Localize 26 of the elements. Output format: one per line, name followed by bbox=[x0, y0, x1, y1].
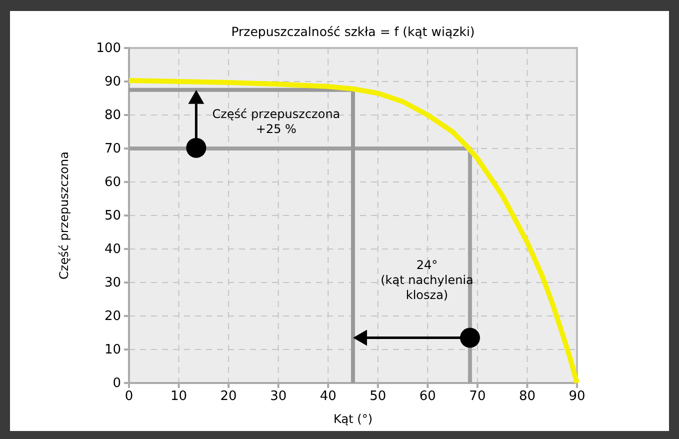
y-tick-label: 100 bbox=[96, 41, 121, 56]
chart-title: Przepuszczalność szkła = f (kąt wiązki) bbox=[231, 24, 475, 39]
x-axis-title: Kąt (°) bbox=[333, 412, 373, 426]
x-tick-label: 50 bbox=[370, 389, 386, 404]
x-tick-label: 80 bbox=[518, 389, 536, 404]
annotation: 24° (kąt nachylenia klosza) bbox=[380, 258, 474, 302]
x-tick-label: 30 bbox=[270, 389, 287, 404]
y-tick-label: 70 bbox=[104, 142, 121, 157]
y-tick-label: 60 bbox=[104, 175, 121, 190]
y-tick-label: 20 bbox=[104, 309, 121, 324]
y-tick-label: 50 bbox=[104, 208, 121, 224]
x-tick-label: 60 bbox=[419, 389, 436, 404]
y-tick-label: 0 bbox=[112, 376, 121, 392]
x-tick-label: 20 bbox=[220, 389, 237, 404]
y-tick-label: 90 bbox=[104, 74, 121, 90]
y-tick-label: 40 bbox=[104, 242, 121, 258]
x-tick-label: 70 bbox=[469, 389, 486, 404]
x-tick-label: 0 bbox=[124, 389, 134, 404]
annotation: Część przepuszczona +25 % bbox=[212, 106, 340, 136]
y-tick-label: 80 bbox=[104, 108, 121, 124]
y-tick-label: 30 bbox=[104, 276, 121, 291]
y-axis-title: Część przepuszczona bbox=[57, 152, 71, 280]
y-tick-label: 10 bbox=[104, 342, 121, 358]
x-tick-label: 40 bbox=[320, 389, 336, 404]
x-tick-label: 90 bbox=[568, 389, 586, 404]
x-tick-label: 10 bbox=[170, 389, 188, 404]
